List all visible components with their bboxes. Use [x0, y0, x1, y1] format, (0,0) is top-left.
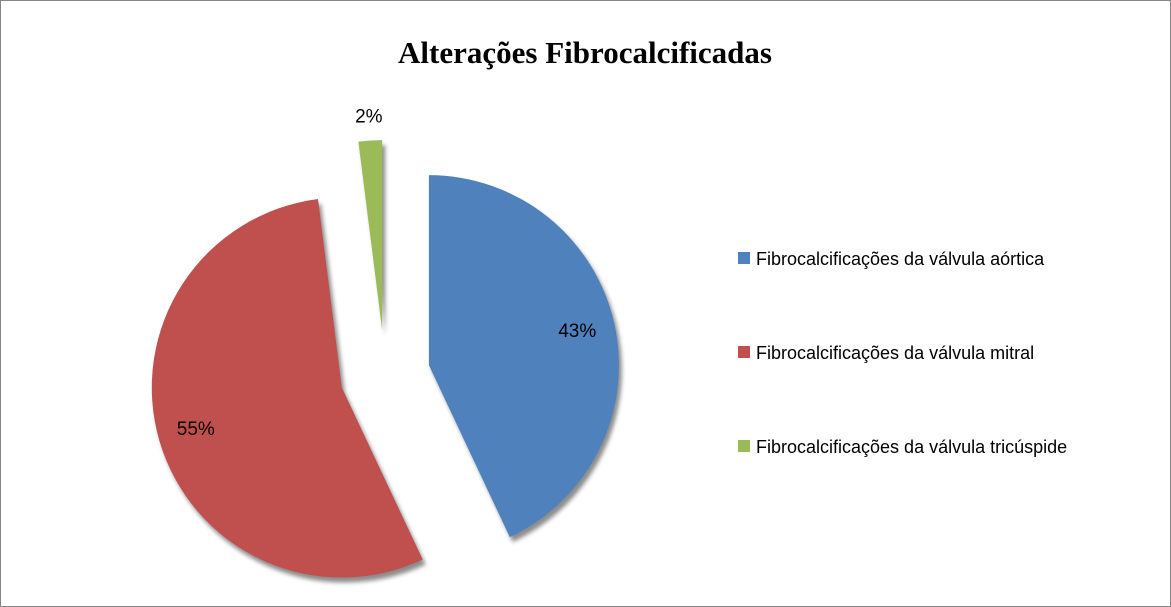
legend-item: Fibrocalcificações da válvula mitral [738, 334, 1108, 372]
legend-swatch [738, 346, 750, 358]
legend-label: Fibrocalcificações da válvula tricúspide [756, 437, 1068, 457]
chart-title: Alterações Fibrocalcificadas [398, 35, 772, 70]
pie-slice [358, 140, 383, 331]
value-label: 55% [177, 419, 215, 440]
legend: Fibrocalcificações da válvula aórtica Fib… [738, 240, 1108, 522]
legend-item: Fibrocalcificações da válvula aórtica [738, 240, 1108, 278]
legend-label: Fibrocalcificações da válvula aórtica [756, 249, 1045, 269]
legend-swatch [738, 252, 750, 264]
pie-slice [151, 199, 423, 578]
legend-item: Fibrocalcificações da válvula tricúspide [738, 428, 1108, 466]
pie-slice [428, 175, 619, 538]
legend-swatch [738, 440, 750, 452]
legend-label: Fibrocalcificações da válvula mitral [756, 343, 1035, 363]
value-label: 2% [355, 107, 383, 128]
value-label: 43% [558, 321, 596, 342]
